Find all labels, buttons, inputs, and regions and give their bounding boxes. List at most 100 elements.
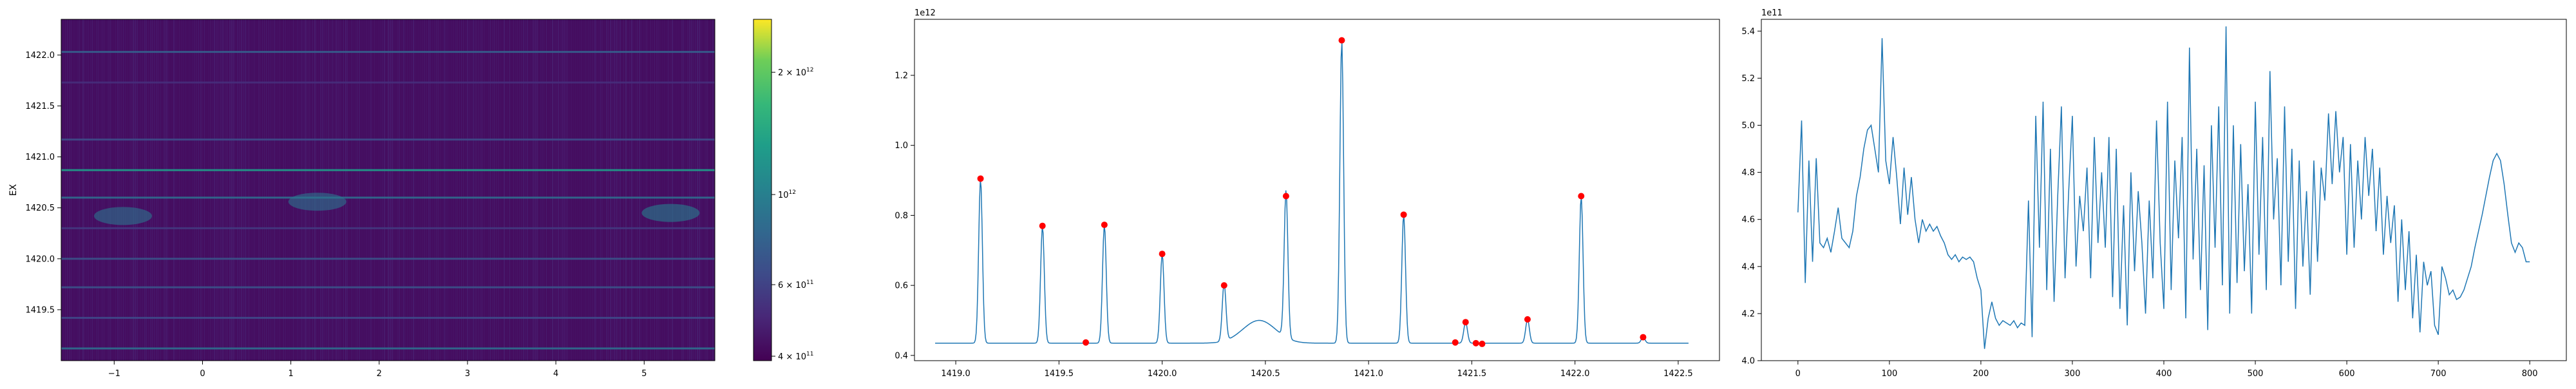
series-y-tick-label: 5.0: [1741, 121, 1755, 131]
peaks-y-tick-label: 0.4: [895, 351, 908, 361]
heatmap-column-texture: [125, 19, 126, 361]
heatmap-column-texture: [341, 19, 342, 361]
heatmap-column-texture: [137, 19, 138, 361]
heatmap-plot-frame: [61, 19, 715, 361]
series-line: [1797, 26, 2530, 349]
heatmap-column-texture: [643, 19, 644, 361]
heatmap-column-texture: [450, 19, 451, 361]
heatmap-column-texture: [260, 19, 261, 361]
heatmap-column-texture: [407, 19, 408, 361]
heatmap-column-texture: [252, 19, 254, 361]
heatmap-column-texture: [127, 19, 128, 361]
heatmap-column-texture: [573, 19, 574, 361]
heatmap-column-texture: [645, 19, 646, 361]
series-axes: 0 100 200 300 400 500 600 700 800 4.0 4.2 4.4 4.6 4.8…: [1741, 27, 2537, 379]
heatmap-column-texture: [84, 19, 85, 361]
heatmap-column-texture: [200, 19, 202, 361]
heatmap-column-texture: [378, 19, 379, 361]
heatmap-column-texture: [639, 19, 640, 361]
heatmap-column-texture: [183, 19, 184, 361]
heatmap-column-texture: [399, 19, 400, 361]
heatmap-band: [61, 347, 715, 350]
heatmap-column-texture: [521, 19, 522, 361]
heatmap-y-tick-label: 1420.0: [26, 254, 55, 264]
heatmap-column-texture: [154, 19, 155, 361]
heatmap-column-texture: [699, 19, 700, 361]
heatmap-column-texture: [140, 19, 141, 361]
heatmap-band: [61, 81, 715, 84]
heatmap-column-texture: [666, 19, 667, 361]
series-x-tick-label: 0: [1795, 369, 1801, 379]
heatmap-column-texture: [65, 19, 66, 361]
heatmap-column-texture: [513, 19, 514, 361]
peaks-y-tick-label: 0.8: [895, 211, 908, 221]
heatmap-x-tick-label: 4: [553, 369, 558, 379]
heatmap-column-texture: [156, 19, 157, 361]
heatmap-column-texture: [660, 19, 661, 361]
peaks-series-line: [935, 42, 1689, 344]
peak-marker: [1400, 211, 1407, 218]
heatmap-column-texture: [600, 19, 601, 361]
heatmap-column-texture: [227, 19, 228, 361]
heatmap-column-texture: [515, 19, 516, 361]
peaks-x-tick-label: 1419.0: [941, 369, 971, 379]
heatmap-column-texture: [254, 19, 255, 361]
heatmap-column-texture: [214, 19, 215, 361]
heatmap-column-texture: [658, 19, 659, 361]
heatmap-column-texture: [152, 19, 153, 361]
heatmap-column-texture: [567, 19, 568, 361]
heatmap-column-texture: [544, 19, 545, 361]
heatmap-column-texture: [656, 19, 658, 361]
heatmap-column-texture: [527, 19, 528, 361]
heatmap-column-texture: [96, 19, 97, 361]
heatmap-column-texture: [291, 19, 292, 361]
heatmap-column-texture: [540, 19, 542, 361]
heatmap-column-texture: [664, 19, 665, 361]
heatmap-column-texture: [266, 19, 267, 361]
heatmap-column-texture: [77, 19, 78, 361]
heatmap-column-texture: [94, 19, 95, 361]
colorbar-tick-label: 6 × 1011: [778, 280, 813, 290]
heatmap-column-texture: [366, 19, 367, 361]
heatmap-column-texture: [494, 19, 495, 361]
heatmap-hotspot: [641, 204, 700, 222]
heatmap-column-texture: [314, 19, 316, 361]
heatmap-column-texture: [129, 19, 130, 361]
heatmap-column-texture: [490, 19, 491, 361]
colorbar-tick-label: 2 × 1012: [778, 67, 813, 78]
heatmap-column-texture: [596, 19, 597, 361]
heatmap-column-texture: [90, 19, 91, 361]
heatmap-column-texture: [316, 19, 317, 361]
heatmap-column-texture: [676, 19, 677, 361]
heatmap-band: [61, 138, 715, 141]
heatmap-column-texture: [509, 19, 510, 361]
heatmap-column-texture: [430, 19, 431, 361]
series-x-tick-label: 500: [2248, 369, 2264, 379]
heatmap-column-texture: [473, 19, 474, 361]
heatmap-column-texture: [695, 19, 696, 361]
heatmap-column-texture: [196, 19, 197, 361]
heatmap-column-texture: [222, 19, 223, 361]
heatmap-column-texture: [569, 19, 571, 361]
heatmap-column-texture: [649, 19, 650, 361]
heatmap-column-texture: [239, 19, 240, 361]
peaks-x-tick-label: 1422.5: [1663, 369, 1693, 379]
heatmap-column-texture: [194, 19, 195, 361]
heatmap-column-texture: [281, 19, 282, 361]
heatmap-column-texture: [279, 19, 280, 361]
heatmap-column-texture: [546, 19, 547, 361]
heatmap-column-texture: [401, 19, 402, 361]
heatmap-x-tick-label: 3: [465, 369, 470, 379]
heatmap-column-texture: [353, 19, 354, 361]
heatmap-column-texture: [189, 19, 190, 361]
heatmap-column-texture: [652, 19, 653, 361]
heatmap-column-texture: [683, 19, 684, 361]
peak-marker: [1338, 37, 1345, 44]
heatmap-column-texture: [565, 19, 567, 361]
peaks-x-tick-label: 1421.5: [1457, 369, 1487, 379]
heatmap-y-tick-label: 1421.5: [26, 102, 55, 111]
series-y-tick-label: 5.4: [1741, 27, 1755, 37]
heatmap-column-texture: [179, 19, 180, 361]
heatmap-column-texture: [620, 19, 621, 361]
